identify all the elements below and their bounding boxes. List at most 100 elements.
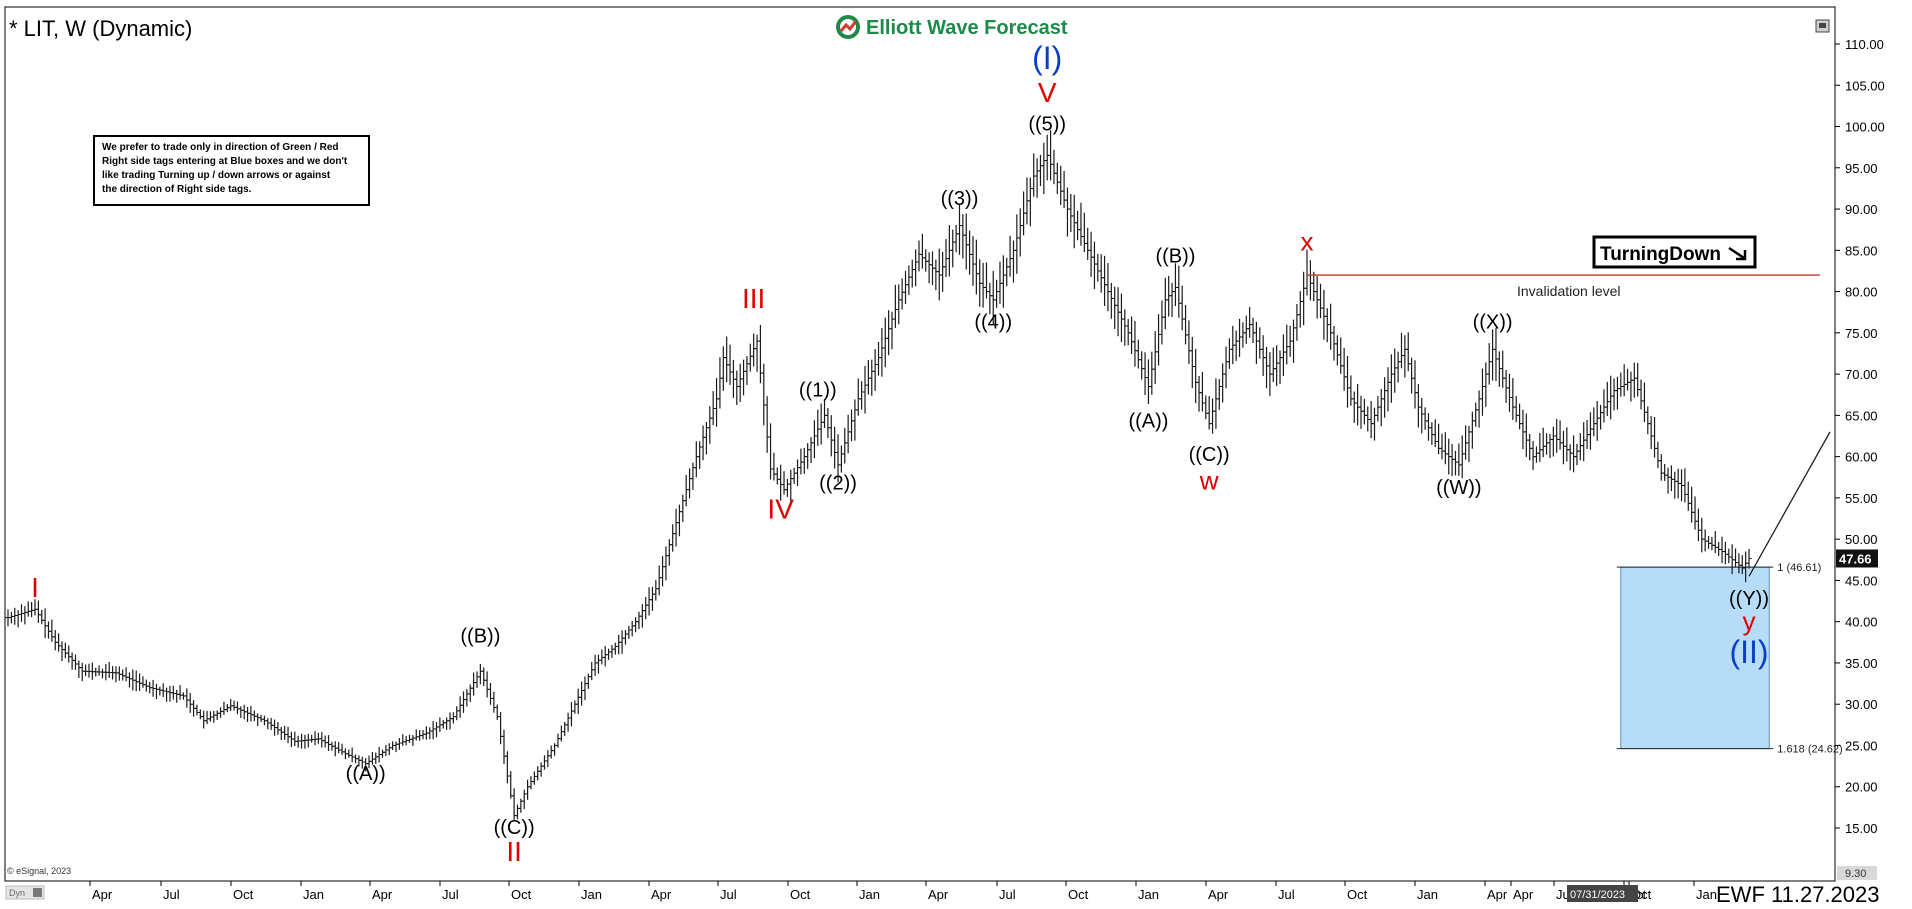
y-tick-label-16: 30.00 — [1845, 697, 1878, 712]
cursor-date-badge: 07/31/2023 — [1567, 885, 1638, 902]
y-tick-label-3: 95.00 — [1845, 161, 1878, 176]
note-line-1: We prefer to trade only in direction of … — [102, 142, 339, 153]
dyn-button[interactable]: Dyn — [5, 885, 45, 900]
wave-label-12: V — [1038, 77, 1057, 108]
invalidation-label: Invalidation level — [1517, 283, 1621, 299]
x-tick-label-13: Jul — [999, 887, 1016, 902]
blue-box — [1620, 566, 1770, 750]
y-tick-label-9: 65.00 — [1845, 408, 1878, 423]
note-line-3: like trading Turning up / down arrows or… — [102, 170, 331, 181]
cursor-date: 07/31/2023 — [1570, 889, 1625, 901]
wave-label-0: I — [31, 572, 39, 603]
x-tick-label-1: Jul — [163, 887, 180, 902]
ohlc-bar — [1746, 549, 1752, 569]
x-tick-label-17: Jul — [1278, 887, 1295, 902]
y-tick-label-12: 50.00 — [1845, 532, 1878, 547]
note-line-4: the direction of Right side tags. — [102, 184, 252, 195]
y-tick-label-15: 35.00 — [1845, 656, 1878, 671]
logo: Elliott Wave Forecast — [836, 15, 1068, 39]
x-tick-label-24: Apr — [1513, 887, 1534, 902]
x-tick-label-0: Apr — [92, 887, 113, 902]
x-tick-label-15: Jan — [1138, 887, 1159, 902]
wave-label-13: (I) — [1032, 40, 1062, 76]
overlay-lines: Invalidation level — [1307, 274, 1831, 577]
x-tick-label-8: Apr — [651, 887, 672, 902]
y-tick-label-2: 100.00 — [1845, 120, 1885, 135]
dyn-label: Dyn — [9, 888, 25, 898]
bottom-price-badge: 9.30 — [1837, 866, 1877, 880]
wave-label-7: ((1)) — [799, 379, 837, 401]
ohlc-bars — [5, 130, 1752, 820]
note-line-2: Right side tags entering at Blue boxes a… — [102, 156, 348, 167]
wave-label-2: ((B)) — [460, 625, 500, 647]
logo-text: Elliott Wave Forecast — [866, 17, 1068, 39]
wave-label-5: III — [742, 283, 765, 314]
y-tick-label-17: 25.00 — [1845, 738, 1878, 753]
y-tick-label-0: 110.00 — [1845, 37, 1884, 52]
last-price-badge — [1836, 549, 1878, 568]
x-tick-label-2: Oct — [233, 887, 254, 902]
chart-settings-icon[interactable] — [1815, 19, 1830, 33]
x-tick-label-5: Jul — [442, 887, 459, 902]
y-tick-label-14: 40.00 — [1845, 615, 1878, 630]
price-axis: 110.00 105.00 100.00 95.00 90.00 85.00 80.00 75… — [1835, 37, 1885, 836]
wave-label-4: II — [506, 836, 522, 867]
symbol-title: * LIT, W (Dynamic) — [9, 16, 192, 41]
wave-label-17: w — [1199, 466, 1219, 496]
wave-label-15: ((A)) — [1128, 411, 1168, 433]
turning-down-label: TurningDown — [1600, 244, 1721, 265]
wave-label-3: ((C)) — [494, 817, 535, 839]
last-price-label: 47.66 — [1839, 551, 1872, 566]
wave-label-22: y — [1743, 606, 1756, 636]
wave-labels: I((A))((B))((C))IIIIIIV((1))((2))((3))((… — [31, 40, 1769, 867]
wave-label-8: ((2)) — [819, 473, 857, 495]
x-tick-label-12: Apr — [928, 887, 949, 902]
x-tick-label-3: Jan — [303, 887, 324, 902]
y-tick-label-8: 70.00 — [1845, 367, 1878, 382]
y-tick-label-7: 75.00 — [1845, 326, 1878, 341]
globe-arrow-icon — [836, 15, 860, 39]
wave-label-16: ((C)) — [1189, 444, 1230, 466]
x-tick-label-9: Jul — [720, 887, 737, 902]
y-tick-label-18: 20.00 — [1845, 780, 1878, 795]
wave-label-21: ((Y)) — [1729, 588, 1769, 610]
x-tick-label-10: Oct — [790, 887, 811, 902]
wave-label-18: x — [1301, 226, 1314, 256]
wave-label-11: ((5)) — [1028, 114, 1066, 136]
fib-label-1: 1.618 (24.62) — [1777, 744, 1842, 756]
projection-line — [1748, 431, 1831, 577]
y-tick-label-11: 55.00 — [1845, 491, 1878, 506]
x-tick-label-23: Jan — [1696, 887, 1717, 902]
bottom-price: 9.30 — [1845, 868, 1866, 880]
y-tick-label-1: 105.00 — [1845, 78, 1885, 93]
y-tick-label-4: 90.00 — [1845, 202, 1878, 217]
x-tick-label-18: Oct — [1347, 887, 1368, 902]
trading-note-box: We prefer to trade only in direction of … — [93, 135, 370, 206]
turning-down-tag: TurningDown — [1592, 235, 1757, 269]
y-tick-label-6: 80.00 — [1845, 285, 1878, 300]
x-tick-label-11: Jan — [859, 887, 880, 902]
blue-box-layer: 1 (46.61) 1.618 (24.62) — [1616, 562, 1843, 756]
x-tick-label-20: Apr — [1487, 887, 1508, 902]
x-tick-label-14: Oct — [1068, 887, 1089, 902]
y-tick-label-10: 60.00 — [1845, 450, 1878, 465]
wave-label-19: ((X)) — [1473, 312, 1513, 334]
x-tick-label-19: Jan — [1417, 887, 1438, 902]
wave-label-20: ((W)) — [1436, 477, 1482, 499]
x-tick-label-6: Oct — [511, 887, 532, 902]
fib-label-0: 1 (46.61) — [1777, 562, 1821, 574]
copyright-text: © eSignal, 2023 — [7, 866, 71, 876]
wave-label-1: ((A)) — [346, 763, 386, 785]
y-tick-label-5: 85.00 — [1845, 243, 1878, 258]
y-tick-label-13: 45.00 — [1845, 573, 1878, 588]
x-tick-label-7: Jan — [581, 887, 602, 902]
x-tick-label-16: Apr — [1208, 887, 1229, 902]
wave-label-6: IV — [767, 494, 794, 525]
arrow-down-right-icon — [1728, 246, 1747, 261]
time-axis: Apr Jul Oct Jan Apr Jul Oct Jan Apr Jul Oct Jan Apr J… — [89, 881, 1717, 902]
wave-label-14: ((B)) — [1155, 246, 1195, 268]
x-tick-label-4: Apr — [372, 887, 393, 902]
wave-label-9: ((3)) — [941, 188, 979, 210]
